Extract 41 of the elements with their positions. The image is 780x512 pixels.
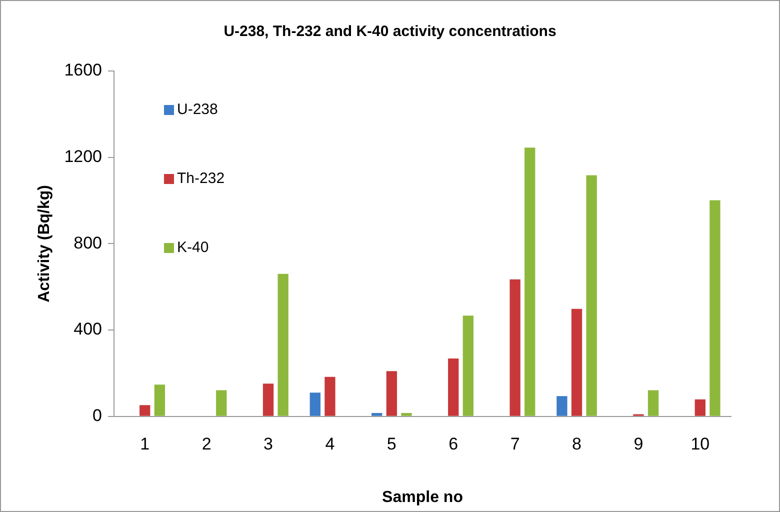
y-tick-label: 1200 bbox=[64, 147, 102, 166]
bar bbox=[694, 399, 706, 416]
x-tick-label: 5 bbox=[386, 434, 396, 454]
legend-label: U-238 bbox=[177, 101, 218, 118]
bar bbox=[154, 384, 166, 416]
y-tick-label: 400 bbox=[74, 320, 102, 339]
bar bbox=[462, 316, 474, 416]
bar bbox=[216, 390, 227, 416]
y-tick-label: 0 bbox=[92, 406, 102, 426]
bar bbox=[448, 358, 459, 416]
bar bbox=[278, 274, 288, 416]
x-tick-label: 9 bbox=[634, 434, 644, 454]
bar bbox=[386, 371, 397, 416]
legend-label: Th-232 bbox=[177, 170, 225, 187]
x-tick-label: 8 bbox=[572, 434, 582, 454]
bar bbox=[140, 405, 150, 416]
bar bbox=[710, 200, 720, 416]
x-tick-label: 10 bbox=[690, 434, 710, 454]
bar bbox=[571, 308, 582, 416]
bar bbox=[648, 390, 659, 416]
x-tick-label: 3 bbox=[264, 434, 273, 454]
bar bbox=[310, 392, 320, 416]
x-tick-label: 6 bbox=[448, 434, 458, 454]
bar bbox=[324, 376, 336, 416]
bar bbox=[586, 175, 597, 416]
bar bbox=[510, 279, 520, 416]
legend-label: K-40 bbox=[177, 239, 209, 256]
x-axis-title: Sample no bbox=[382, 488, 464, 506]
bar bbox=[372, 412, 382, 416]
x-tick-label: 2 bbox=[202, 434, 212, 454]
y-axis-title: Activity (Bq/kg) bbox=[36, 185, 54, 302]
bar bbox=[401, 412, 412, 416]
chart-title: U-238, Th-232 and K-40 activity concentrations bbox=[222, 23, 558, 40]
bar bbox=[524, 148, 536, 416]
x-tick-label: 1 bbox=[140, 434, 150, 454]
bar bbox=[262, 384, 274, 416]
x-tick-label: 4 bbox=[325, 434, 335, 454]
y-tick-label: 1600 bbox=[64, 60, 102, 80]
bar bbox=[556, 396, 568, 416]
y-tick-label: 800 bbox=[74, 233, 102, 252]
x-tick-label: 7 bbox=[510, 434, 520, 454]
